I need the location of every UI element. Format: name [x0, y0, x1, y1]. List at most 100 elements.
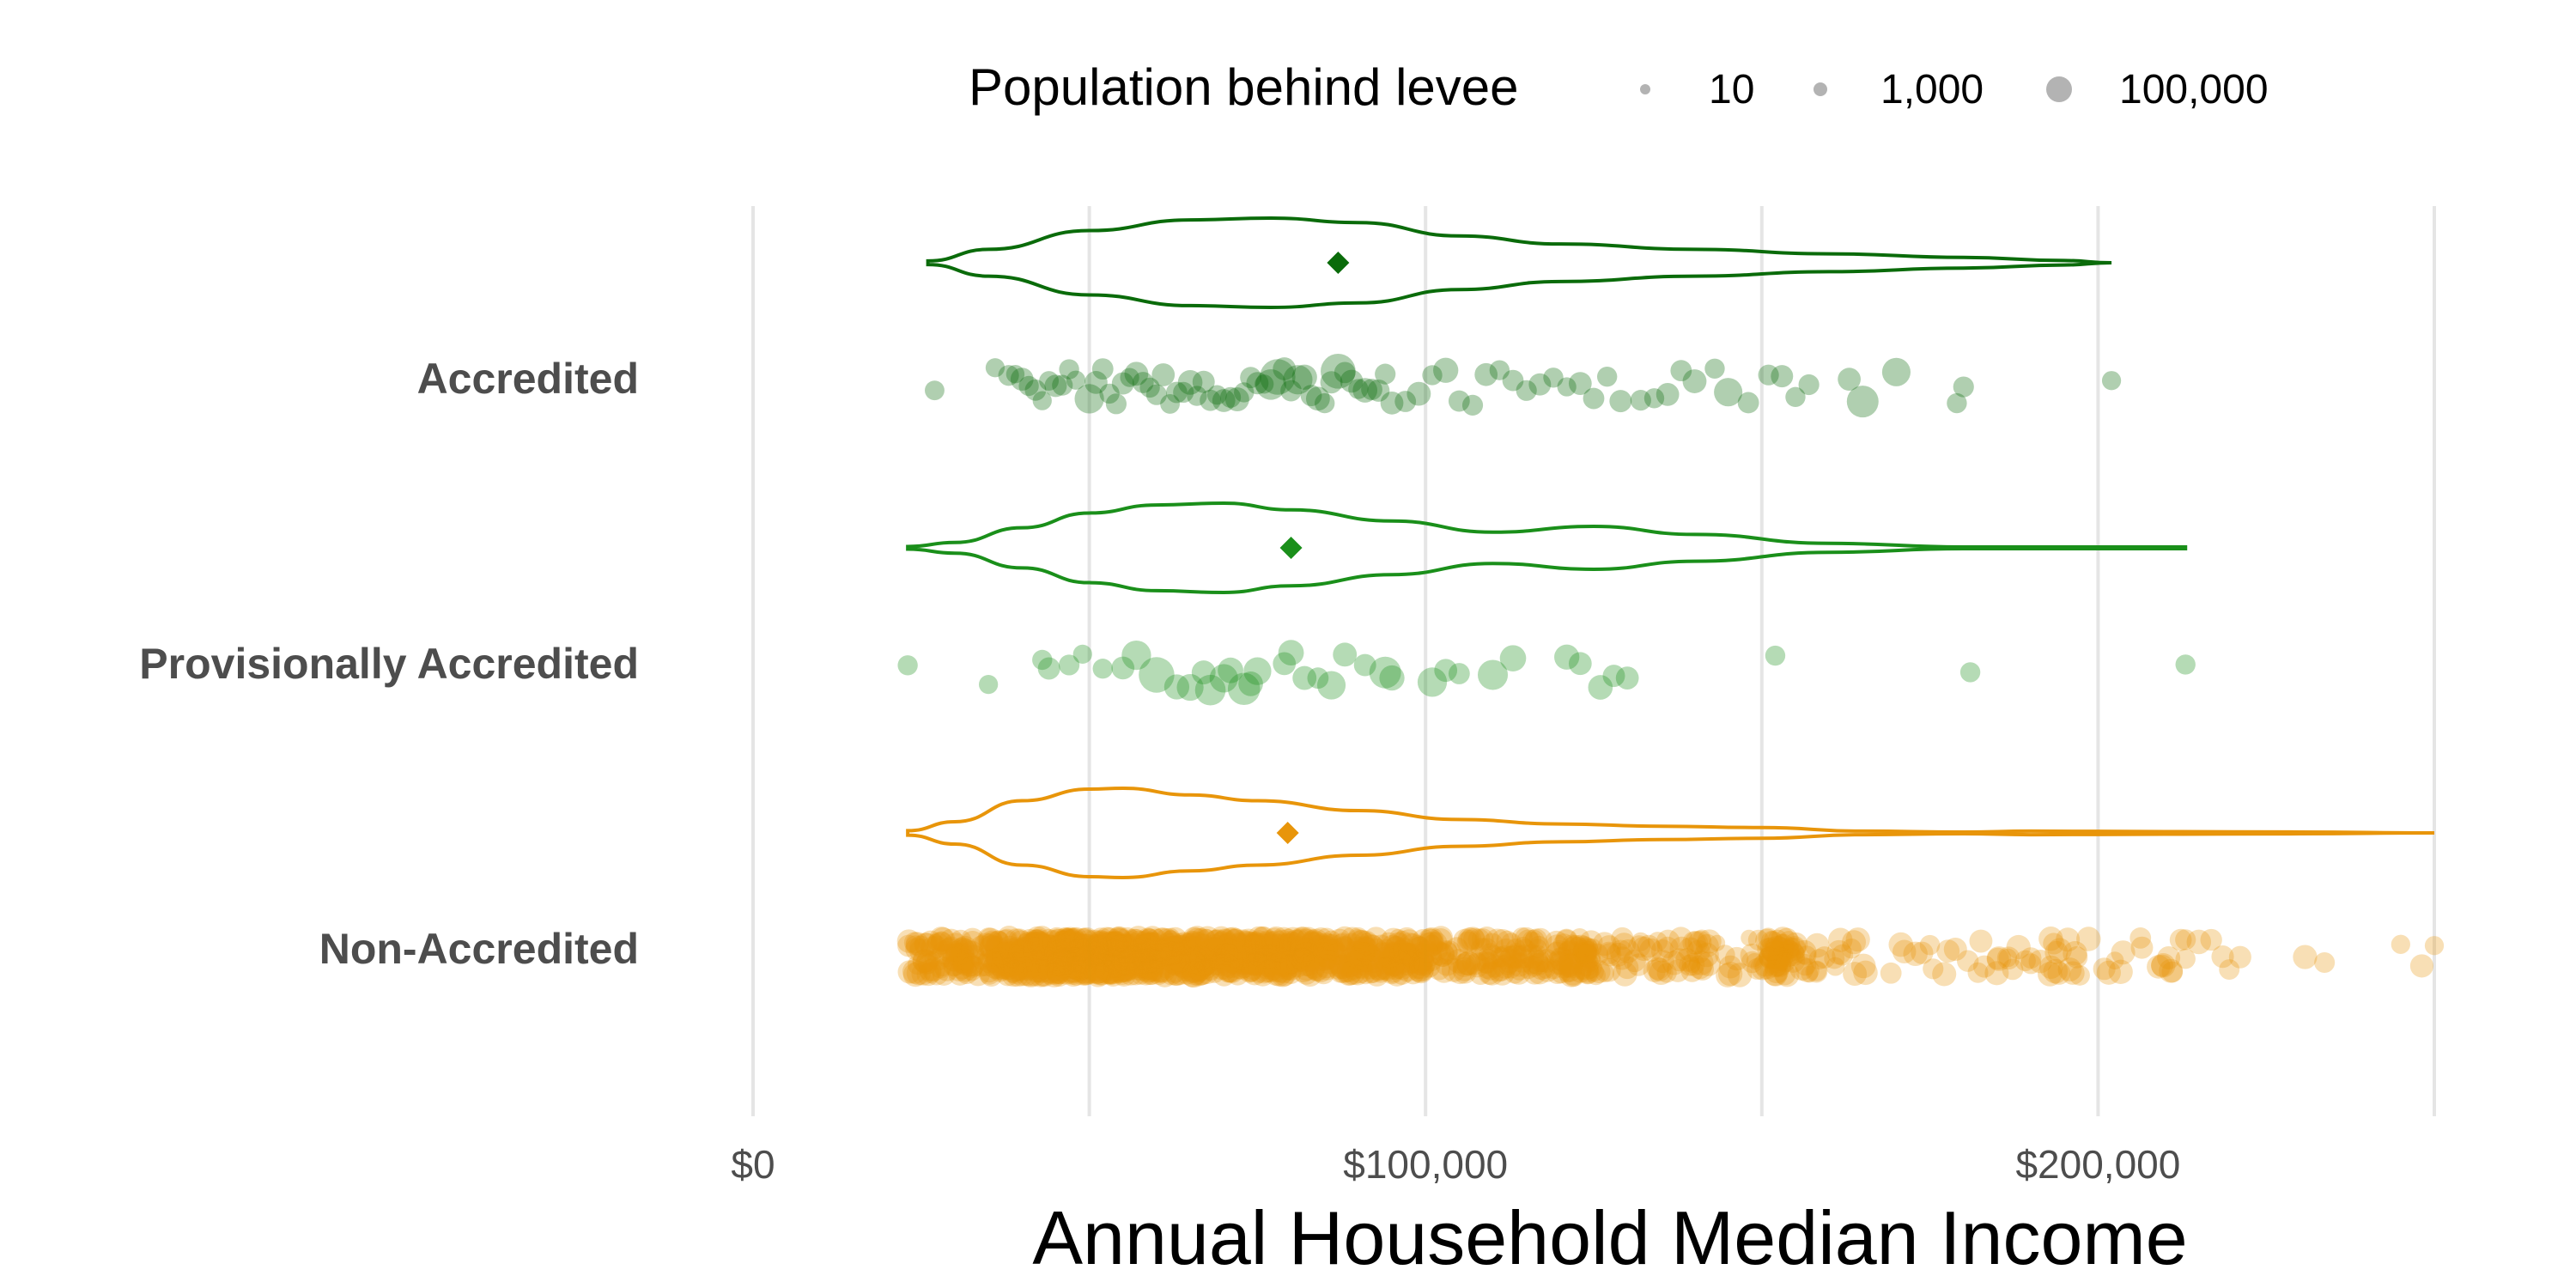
data-point: [1497, 952, 1520, 975]
data-point: [1932, 962, 1957, 987]
data-point: [1087, 939, 1111, 963]
data-point: [1327, 928, 1352, 953]
data-point: [1113, 944, 1133, 963]
data-point: [1219, 945, 1243, 969]
data-point: [1094, 927, 1120, 951]
data-point: [1376, 951, 1400, 975]
data-point: [1947, 392, 1967, 414]
data-point: [1476, 957, 1498, 979]
data-point: [905, 935, 926, 956]
data-point: [1163, 940, 1180, 957]
data-point: [1419, 927, 1444, 951]
data-point: [976, 944, 1000, 968]
data-point: [2063, 940, 2087, 966]
data-point: [1496, 930, 1519, 953]
data-point: [1144, 950, 1167, 974]
data-point: [1037, 934, 1061, 958]
data-point: [1028, 963, 1053, 987]
data-point: [1117, 957, 1140, 981]
data-point: [1094, 959, 1116, 981]
groups: [896, 216, 2445, 988]
data-point: [1557, 941, 1581, 965]
data-point: [1770, 935, 1789, 955]
data-point: [1246, 935, 1269, 959]
data-point: [1504, 945, 1528, 969]
data-point: [1378, 947, 1400, 969]
data-point: [902, 962, 928, 987]
data-point: [1679, 954, 1701, 976]
data-point: [1063, 933, 1084, 953]
data-point: [1242, 931, 1267, 955]
data-point: [1474, 927, 1499, 951]
data-point: [1969, 929, 1993, 953]
data-point: [1010, 930, 1033, 954]
data-point: [1232, 930, 1255, 954]
data-point: [1806, 961, 1827, 981]
data-point: [1024, 929, 1049, 955]
data-point: [1052, 948, 1073, 969]
data-point: [1097, 948, 1123, 974]
data-point: [1009, 963, 1028, 981]
data-point: [1141, 932, 1166, 957]
data-point: [1401, 962, 1425, 985]
data-point: [1514, 927, 1539, 952]
data-point: [1103, 931, 1127, 956]
data-point: [1050, 965, 1070, 985]
data-point: [1187, 386, 1207, 406]
data-point: [1185, 926, 1210, 951]
data-point: [1086, 942, 1110, 967]
data-point: [979, 935, 1004, 961]
data-point: [1004, 928, 1029, 953]
data-point: [1042, 942, 1065, 966]
data-point: [1789, 956, 1814, 981]
data-point: [1358, 955, 1382, 980]
data-point: [1332, 926, 1358, 951]
data-point: [1911, 941, 1934, 964]
data-point: [1212, 945, 1232, 967]
data-point: [1471, 928, 1494, 951]
data-point: [978, 949, 1003, 974]
data-point: [984, 947, 1003, 967]
data-point: [1155, 946, 1180, 971]
data-point: [1061, 935, 1084, 958]
data-point: [1219, 938, 1236, 955]
data-point: [1172, 932, 1196, 956]
data-point: [1315, 392, 1335, 414]
data-point: [1881, 357, 1911, 386]
data-point: [1347, 953, 1373, 979]
data-point: [933, 959, 951, 977]
data-point: [1326, 943, 1349, 965]
data-point: [1156, 940, 1181, 965]
data-point: [1036, 947, 1054, 965]
data-point: [952, 957, 977, 982]
data-point: [1222, 951, 1243, 972]
data-point: [1361, 379, 1382, 400]
data-point: [2038, 962, 2063, 987]
data-point: [1056, 932, 1077, 952]
data-point: [1194, 959, 1219, 985]
data-point: [1139, 953, 1162, 975]
data-point: [1124, 956, 1149, 981]
data-point: [1177, 370, 1203, 395]
data-point: [1767, 952, 1791, 976]
data-point: [1180, 963, 1206, 987]
data-point: [1422, 365, 1443, 386]
data-point: [1551, 963, 1571, 984]
data-point: [1064, 927, 1085, 949]
data-point: [1118, 961, 1144, 986]
data-point: [1348, 379, 1369, 399]
data-point: [1381, 945, 1404, 968]
data-point: [963, 945, 985, 967]
data-point: [1264, 961, 1289, 987]
data-point: [1068, 960, 1091, 982]
data-point: [1294, 942, 1320, 967]
data-point: [1278, 937, 1301, 959]
data-point: [1059, 957, 1082, 980]
data-point: [1188, 932, 1210, 954]
data-point: [1213, 957, 1237, 981]
data-point: [1106, 927, 1132, 952]
data-point: [1774, 962, 1800, 987]
data-point: [1058, 947, 1076, 966]
data-point: [1121, 933, 1138, 950]
data-point: [1346, 929, 1369, 951]
